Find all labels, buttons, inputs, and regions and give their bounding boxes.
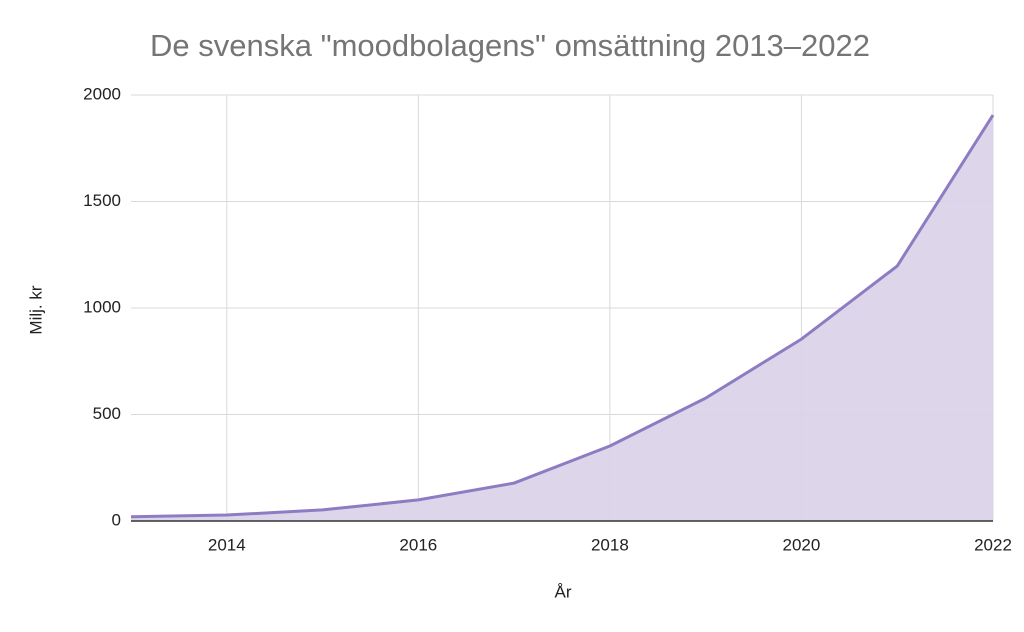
line — [130, 114, 995, 519]
area — [131, 115, 993, 521]
x-tick-label: 2016 — [399, 535, 437, 554]
y-tick-label: 0 — [112, 510, 121, 529]
y-axis-label: Milj. kr — [26, 285, 45, 334]
y-tick-label: 1000 — [83, 297, 121, 316]
y-tick-label: 1500 — [83, 191, 121, 210]
x-tick-label: 2014 — [208, 535, 246, 554]
plot — [130, 114, 995, 522]
x-tick-label: 2018 — [591, 535, 629, 554]
y-tick-label: 500 — [93, 404, 121, 423]
x-tick-label: 2022 — [974, 535, 1012, 554]
y-tick-label: 2000 — [83, 84, 121, 103]
x-axis-label: År — [555, 582, 572, 601]
x-tick-label: 2020 — [783, 535, 821, 554]
chart-title: De svenska "moodbolagens" omsättning 201… — [150, 28, 870, 63]
